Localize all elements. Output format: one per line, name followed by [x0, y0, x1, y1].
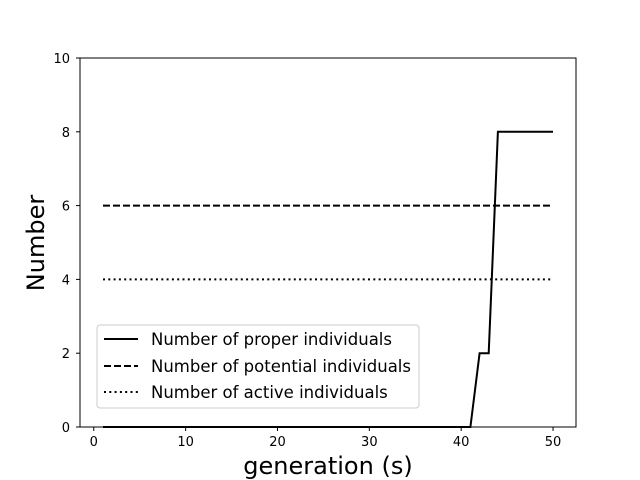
x-tick-label: 0	[90, 435, 98, 450]
legend: Number of proper individuals Number of p…	[96, 324, 420, 409]
x-tick-label: 10	[177, 435, 194, 450]
x-tick-label: 40	[453, 435, 470, 450]
y-axis-label: Number	[22, 195, 50, 292]
y-tick-label: 8	[62, 126, 70, 141]
x-tick-label: 20	[269, 435, 286, 450]
y-tick-label: 10	[53, 52, 70, 67]
plot-frame	[79, 57, 577, 428]
y-tick-label: 2	[62, 347, 70, 362]
legend-label-active: Number of active individuals	[151, 383, 388, 402]
legend-label-potential: Number of potential individuals	[151, 357, 411, 376]
y-tick-label: 6	[62, 200, 70, 215]
y-tick-label: 0	[62, 421, 70, 436]
x-axis-label: generation (s)	[243, 452, 412, 480]
y-tick-label: 4	[62, 273, 70, 288]
x-axis-ticks: 0 10 20 30 40 50	[90, 427, 562, 450]
x-tick-label: 30	[361, 435, 378, 450]
y-axis-ticks: 0 2 4 6 8 10	[53, 52, 80, 436]
legend-box	[96, 324, 420, 409]
legend-label-proper: Number of proper individuals	[151, 330, 392, 349]
x-tick-label: 50	[545, 435, 562, 450]
